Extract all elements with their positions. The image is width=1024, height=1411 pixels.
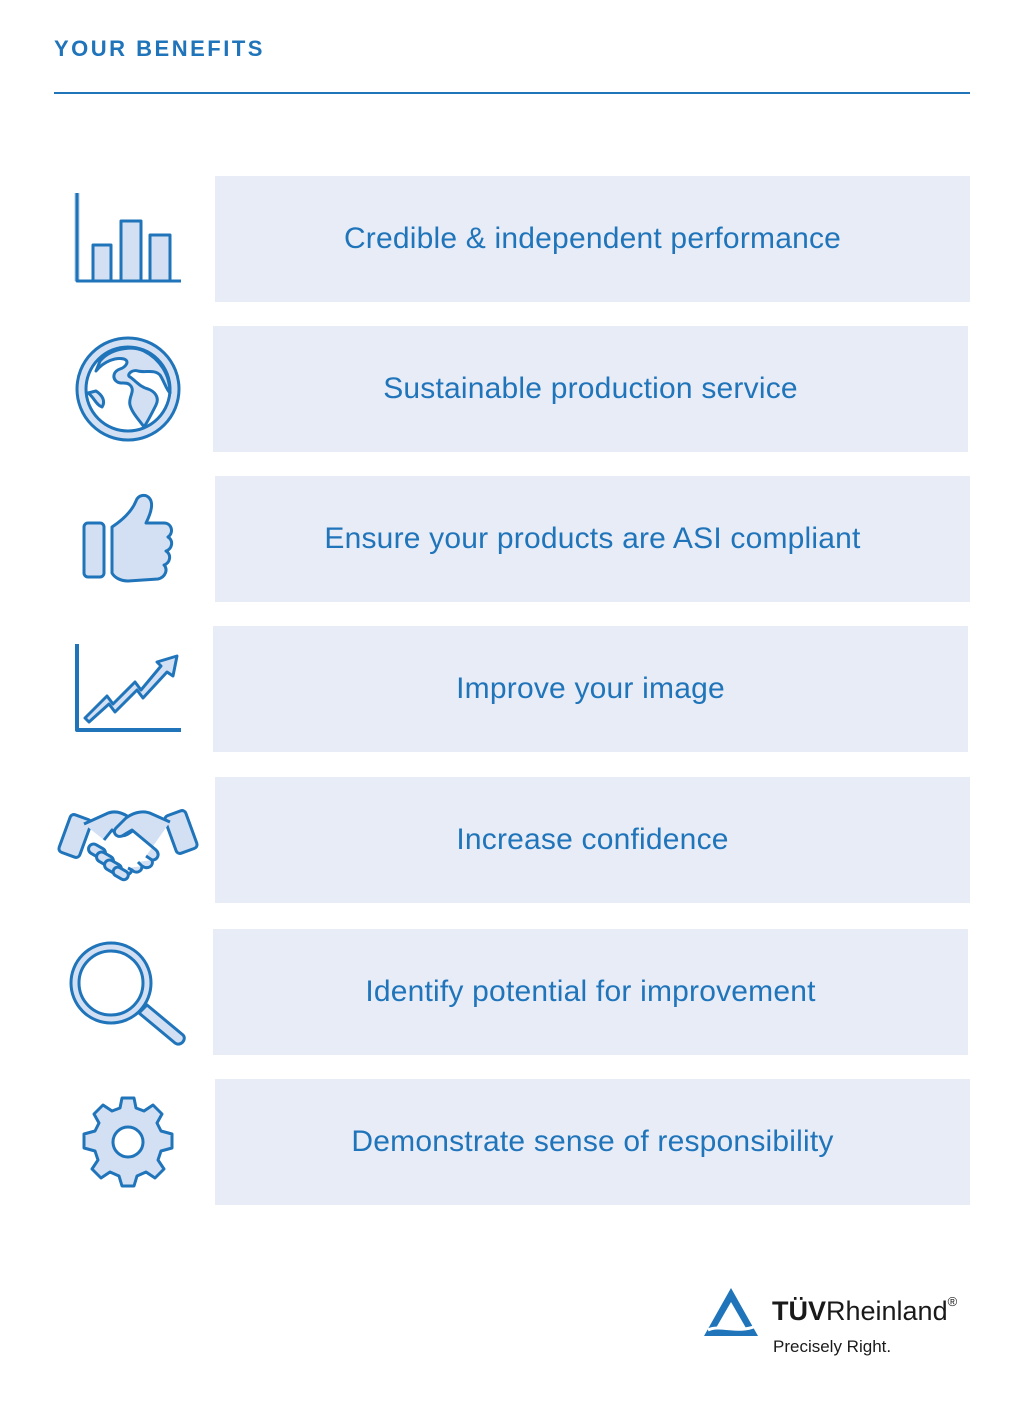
- benefit-box: Improve your image: [213, 626, 968, 752]
- magnifier-icon: [58, 929, 198, 1055]
- benefit-label: Sustainable production service: [383, 372, 798, 405]
- benefit-row: Demonstrate sense of responsibility: [0, 1079, 1024, 1205]
- benefit-label: Credible & independent performance: [343, 222, 842, 255]
- logo-brand-bold: TÜV: [772, 1296, 826, 1326]
- title-divider: [54, 92, 970, 94]
- benefit-label: Demonstrate sense of responsibility: [351, 1125, 834, 1158]
- growth-chart-icon: [58, 626, 198, 752]
- benefit-row: Increase confidence: [0, 777, 1024, 903]
- page-title: YOUR BENEFITS: [54, 36, 265, 61]
- benefit-row: Identify potential for improvement: [0, 929, 1024, 1055]
- registered-mark: ®: [947, 1294, 958, 1309]
- logo-wordmark: TÜVRheinland®: [772, 1294, 958, 1327]
- benefit-label: Increase confidence: [456, 823, 729, 856]
- logo-triangle-icon: [704, 1288, 758, 1336]
- benefit-box: Credible & independent performance: [215, 176, 970, 302]
- thumbs-up-icon: [58, 476, 198, 602]
- benefit-row: Credible & independent performance: [0, 176, 1024, 302]
- benefit-box: Identify potential for improvement: [213, 929, 968, 1055]
- logo-brand-regular: Rheinland: [826, 1296, 948, 1326]
- benefit-label: Ensure your products are ASI compliant: [324, 522, 861, 555]
- benefit-box: Increase confidence: [215, 777, 970, 903]
- benefit-box: Demonstrate sense of responsibility: [215, 1079, 970, 1205]
- benefit-row: Sustainable production service: [0, 326, 1024, 452]
- benefit-label: Identify potential for improvement: [365, 975, 816, 1008]
- handshake-icon: [57, 777, 199, 903]
- gear-icon: [58, 1079, 198, 1205]
- benefit-row: Ensure your products are ASI compliant: [0, 476, 1024, 602]
- bar-chart-icon: [58, 176, 198, 302]
- benefit-box: Ensure your products are ASI compliant: [215, 476, 970, 602]
- benefit-box: Sustainable production service: [213, 326, 968, 452]
- globe-icon: [58, 326, 198, 452]
- benefit-label: Improve your image: [456, 672, 725, 705]
- tuv-rheinland-logo: TÜVRheinland® Precisely Right.: [702, 1282, 1002, 1362]
- benefit-row: Improve your image: [0, 626, 1024, 752]
- logo-tagline: Precisely Right.: [773, 1337, 892, 1356]
